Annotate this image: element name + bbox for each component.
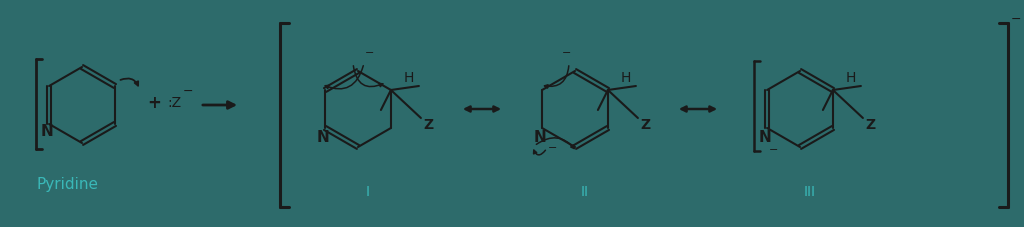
- Text: H: H: [621, 71, 631, 85]
- Text: H: H: [846, 71, 856, 85]
- Text: Z: Z: [641, 118, 651, 132]
- Text: N: N: [759, 129, 771, 145]
- Text: −: −: [182, 84, 194, 98]
- Text: −: −: [562, 48, 571, 58]
- Text: Z: Z: [866, 118, 876, 132]
- Text: I: I: [366, 185, 370, 199]
- Text: N: N: [534, 129, 547, 145]
- Text: :Z: :Z: [167, 96, 181, 110]
- Text: III: III: [804, 185, 816, 199]
- Text: H: H: [403, 71, 414, 85]
- Text: −: −: [366, 48, 375, 58]
- Text: +: +: [147, 94, 161, 112]
- Text: II: II: [581, 185, 589, 199]
- Text: N: N: [41, 124, 53, 140]
- Text: Pyridine: Pyridine: [36, 178, 98, 192]
- Text: Z: Z: [424, 118, 434, 132]
- Text: −: −: [548, 143, 557, 153]
- Text: −: −: [1011, 12, 1021, 25]
- Text: N: N: [316, 129, 330, 145]
- Text: −: −: [768, 145, 778, 155]
